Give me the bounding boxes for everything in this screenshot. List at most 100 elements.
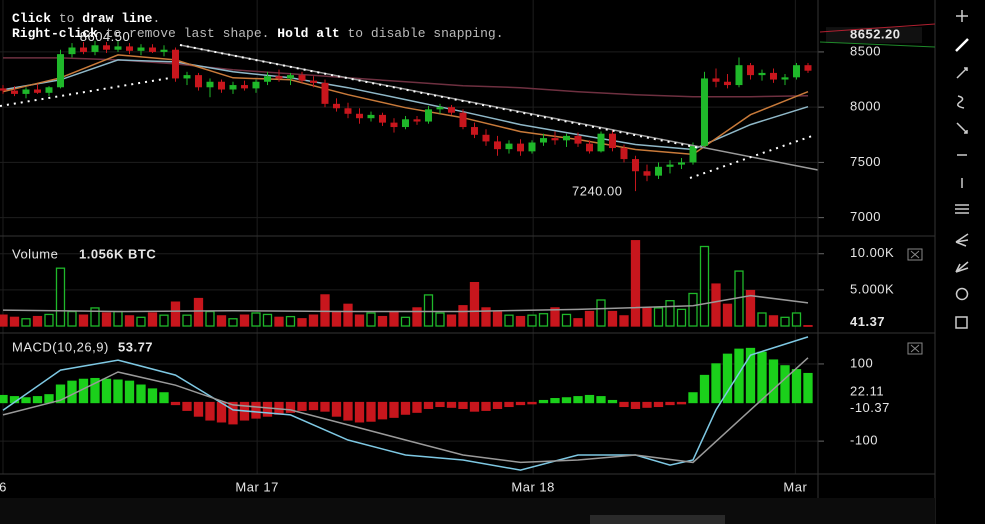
tool-line[interactable]: [955, 38, 969, 52]
macd-histogram-bar: [136, 384, 146, 404]
volume-bar: [504, 314, 514, 327]
tool-crosshair[interactable]: [956, 10, 968, 22]
macd-histogram-bar: [193, 401, 204, 417]
volume-bar: [389, 310, 399, 327]
candle-body: [401, 119, 409, 128]
tool-ray[interactable]: [956, 67, 968, 79]
scrollbar[interactable]: [590, 515, 725, 524]
indicator-line: [2, 59, 809, 151]
macd-histogram-bar: [0, 394, 8, 404]
volume-bar: [492, 310, 503, 327]
tool-arrow[interactable]: [956, 122, 968, 134]
macd-histogram-bar: [170, 401, 181, 406]
macd-histogram-bar: [435, 401, 445, 408]
volume-bar: [366, 312, 376, 327]
volume-bar: [308, 314, 319, 327]
close-icon: [910, 344, 920, 353]
volume-bar: [630, 240, 641, 327]
hint-line: Right-click to remove last shape. Hold a…: [12, 26, 504, 41]
panel-close[interactable]: [907, 248, 923, 355]
macd-histogram-bar: [228, 401, 238, 425]
x-tick-label: Mar: [783, 479, 807, 494]
volume-bar: [400, 316, 411, 327]
candle-body: [298, 75, 306, 81]
macd-histogram-bar: [297, 401, 307, 411]
macd-histogram-bar: [147, 388, 158, 404]
y-tick-label: 5.000K: [850, 281, 894, 296]
tool-channel[interactable]: [955, 204, 969, 214]
volume-bar: [699, 245, 710, 327]
tool-fib[interactable]: [955, 261, 969, 273]
candle-body: [631, 159, 639, 172]
volume-bar: [573, 318, 583, 327]
y-tick-label: 8000: [850, 99, 881, 114]
candle-body: [183, 75, 191, 79]
macd-histogram-bar: [331, 401, 342, 417]
candle-body: [332, 103, 340, 109]
current-value-label: 22.11: [850, 383, 884, 398]
volume-bar: [228, 318, 238, 327]
candle-body: [758, 72, 766, 76]
axis-line: [819, 41, 936, 48]
candle-body: [148, 47, 156, 52]
tool-circle[interactable]: [955, 287, 969, 301]
macd-histogram-bar: [665, 401, 675, 406]
macd-histogram-bar: [412, 401, 422, 413]
volume-bar: [216, 315, 227, 327]
tool-fan[interactable]: [955, 233, 969, 247]
macd-histogram-bar: [308, 401, 319, 411]
footer: [0, 498, 935, 524]
candle-body: [643, 171, 651, 176]
candle-body: [102, 45, 110, 50]
macd-histogram-bar: [458, 401, 468, 409]
hint-segment: Click: [12, 11, 51, 26]
tool-rect[interactable]: [955, 316, 968, 329]
macd-histogram-bar: [32, 396, 43, 404]
volume-bar: [711, 283, 721, 327]
panel-title: MACD(10,26,9): [12, 339, 109, 354]
volume-bar: [435, 312, 445, 327]
tool-curve[interactable]: [957, 95, 965, 109]
panel-readout: 1.056K BTC: [79, 246, 156, 261]
volume-bar: [55, 267, 66, 327]
volume-bar: [101, 312, 112, 327]
candle-body: [528, 142, 536, 152]
macd-histogram-bar: [699, 374, 710, 404]
volume-bar: [182, 314, 192, 327]
macd-histogram-bar: [377, 401, 388, 420]
macd-histogram-bar: [527, 401, 537, 405]
macd-histogram-bar: [619, 401, 629, 408]
macd-histogram-bar: [515, 401, 526, 406]
candle-body: [160, 49, 168, 52]
macd-histogram-bar: [653, 401, 664, 408]
macd-histogram-bar: [688, 392, 698, 404]
candle-body: [263, 76, 271, 82]
candle-body: [344, 108, 352, 114]
volume-bar: [262, 313, 273, 327]
macd-histogram-bar: [722, 353, 733, 404]
close-button[interactable]: [907, 248, 923, 261]
panel-title: Volume: [12, 246, 58, 261]
macd-histogram-bar: [159, 392, 169, 404]
macd-histogram-bar: [113, 379, 123, 404]
panel-readout: 53.77: [118, 339, 153, 354]
hint-segment: Hold alt: [277, 26, 339, 41]
macd-histogram-bar: [550, 398, 560, 404]
volume-bar: [136, 316, 146, 327]
macd-histogram-bar: [423, 401, 434, 409]
macd-histogram-bar: [711, 363, 721, 404]
y-tick-label: 100: [850, 355, 873, 370]
volume-bar: [653, 307, 664, 327]
volume-bar: [458, 305, 468, 327]
volume-bar: [113, 310, 123, 327]
macd-histogram-bar: [101, 378, 112, 404]
toolbar: [955, 10, 969, 329]
last-price-tag: [826, 27, 922, 44]
volume-bar: [44, 313, 54, 327]
volume-bar: [745, 289, 756, 327]
close-button[interactable]: [907, 342, 923, 355]
volume-bar: [9, 316, 20, 327]
candle-body: [171, 49, 179, 79]
volume-bar: [780, 316, 790, 327]
